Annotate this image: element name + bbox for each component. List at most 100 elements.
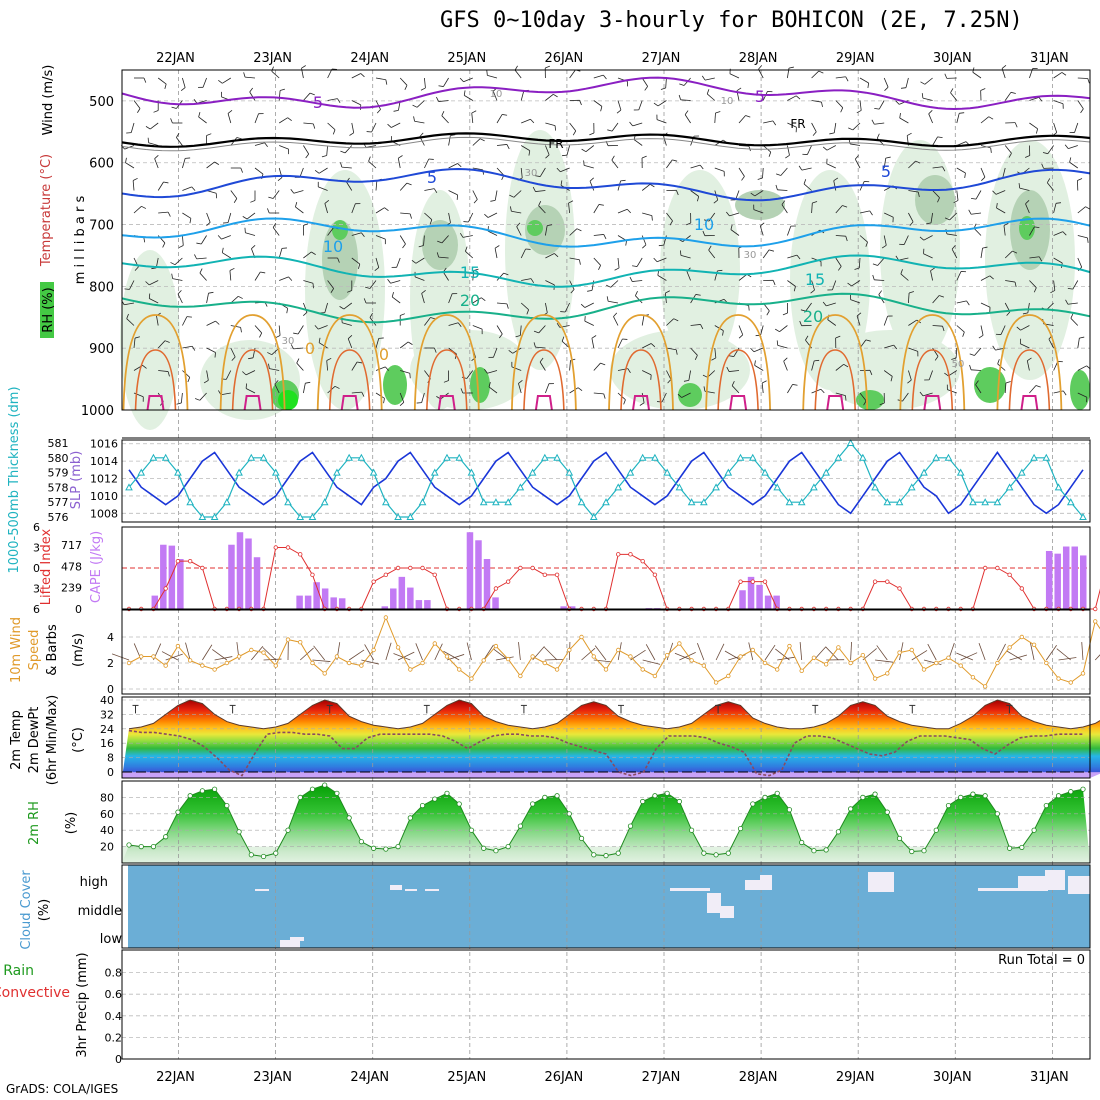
upper-wind-barb-flag xyxy=(268,196,274,199)
upper-wind-barb-flag xyxy=(683,379,689,382)
upper-wind-barb-flag xyxy=(783,357,788,362)
upper-wind-barb-flag xyxy=(383,398,385,404)
rh-point xyxy=(383,846,389,852)
upper-wind-barb xyxy=(351,100,361,106)
upper-wind-barb xyxy=(908,160,916,169)
upper-wind-barb-flag xyxy=(754,360,756,366)
surface-wind-barb xyxy=(165,653,183,661)
upper-wind-barb-flag xyxy=(346,290,352,293)
upper-wind-barb xyxy=(826,163,836,169)
upper-wind-barb-flag xyxy=(600,106,603,112)
wind-speed-point xyxy=(616,647,621,653)
wind-speed-point xyxy=(909,647,914,653)
upper-wind-barb xyxy=(278,248,283,259)
upper-wind-barb-flag xyxy=(990,147,992,153)
wind-speed-point xyxy=(689,658,694,663)
upper-wind-barb xyxy=(324,203,328,214)
cape-bar xyxy=(321,588,329,609)
isotherm-label: 20 xyxy=(460,291,480,310)
upper-wind-barb xyxy=(738,115,746,124)
upper-wind-barb-flag xyxy=(702,374,708,378)
upper-wind-barb-flag xyxy=(506,144,510,150)
upper-wind-barb xyxy=(787,145,790,156)
thickness-point xyxy=(516,483,525,491)
upper-wind-barb-flag xyxy=(583,160,585,166)
surface-wind-barb xyxy=(434,643,443,661)
upper-wind-barb xyxy=(182,235,184,246)
upper-wind-barb xyxy=(415,257,425,264)
upper-wind-barb xyxy=(511,210,522,214)
wind-speed-point xyxy=(175,643,181,649)
upper-wind-barb xyxy=(666,212,673,222)
upper-wind-barb-flag xyxy=(1062,231,1067,236)
upper-wind-barb-flag xyxy=(741,176,745,181)
upper-wind-barb xyxy=(760,325,764,336)
upper-wind-barb-flag xyxy=(177,290,182,295)
upper-wind-barb-flag xyxy=(162,242,166,248)
upper-wind-barb-flag xyxy=(479,138,485,142)
upper-wind-barb xyxy=(811,202,813,214)
upper-wind-barb-flag xyxy=(303,223,309,226)
surface-wind-barb xyxy=(593,659,612,663)
upper-wind-barb xyxy=(1004,382,1007,394)
upper-wind-barb-flag xyxy=(992,190,997,195)
rh-point xyxy=(664,790,670,796)
isotherm-label: 5 xyxy=(427,168,437,187)
rh-point xyxy=(456,801,462,807)
upper-wind-barb xyxy=(400,370,410,374)
upper-wind-barb-flag xyxy=(361,232,365,237)
upper-wind-barb xyxy=(730,229,740,236)
upper-wind-barb-flag xyxy=(591,335,597,339)
upper-wind-barb xyxy=(833,122,837,133)
upper-wind-barb xyxy=(656,257,667,263)
upper-wind-barb xyxy=(351,361,358,371)
upper-wind-barb xyxy=(666,370,672,380)
upper-wind-barb-flag xyxy=(186,316,192,318)
upper-wind-barb xyxy=(399,77,408,86)
surface-wind-barb xyxy=(1094,654,1100,661)
upper-wind-barb-flag xyxy=(614,267,620,271)
surface-wind-barb xyxy=(923,659,942,666)
wind-speed-point xyxy=(603,667,609,672)
upper-wind-barb xyxy=(826,302,836,307)
grid-layer xyxy=(122,70,1090,1060)
thickness-point xyxy=(394,512,402,520)
upper-wind-barb-flag xyxy=(992,345,996,351)
thickness-point xyxy=(797,498,806,506)
upper-wind-barb xyxy=(569,387,579,394)
upper-wind-barb-flag xyxy=(409,213,412,219)
thickness-point xyxy=(773,483,782,491)
thickness-point xyxy=(785,498,794,506)
upper-wind-barb xyxy=(545,253,555,259)
upper-wind-barb xyxy=(682,235,691,242)
rh-shading-saturated xyxy=(278,390,298,410)
rh-shading-light xyxy=(820,330,960,410)
upper-wind-barb-flag xyxy=(822,301,827,307)
upper-wind-barb-flag xyxy=(287,117,292,122)
surface-wind-barb xyxy=(111,653,130,661)
upper-wind-barb xyxy=(787,280,796,287)
upper-wind-barb xyxy=(585,145,595,152)
upper-wind-barb-flag xyxy=(535,175,541,177)
thickness-point xyxy=(186,498,194,506)
upper-wind-barb-flag xyxy=(1010,91,1016,94)
lifted-index-tick-label: 3 xyxy=(33,583,40,596)
upper-wind-barb-flag xyxy=(334,385,340,389)
upper-wind-barb xyxy=(448,212,451,223)
upper-wind-barb xyxy=(206,212,211,223)
surface-wind-barb xyxy=(393,653,411,661)
upper-wind-barb xyxy=(787,384,793,394)
upper-wind-barb xyxy=(1053,257,1063,264)
warm-dome-core xyxy=(632,395,650,411)
ua-temperature-label: Temperature (°C) xyxy=(39,154,54,267)
cape-bar xyxy=(407,587,414,609)
upper-wind-barb xyxy=(414,276,425,281)
upper-wind-barb xyxy=(956,190,959,201)
rh-point xyxy=(713,852,719,858)
upper-wind-barb-flag xyxy=(301,65,306,69)
date-label-bottom: 27JAN xyxy=(642,1070,681,1085)
rh-shading-mid xyxy=(322,220,358,300)
upper-wind-barb xyxy=(1053,231,1063,236)
upper-wind-barb-flag xyxy=(715,111,721,114)
upper-wind-barb xyxy=(535,346,546,349)
